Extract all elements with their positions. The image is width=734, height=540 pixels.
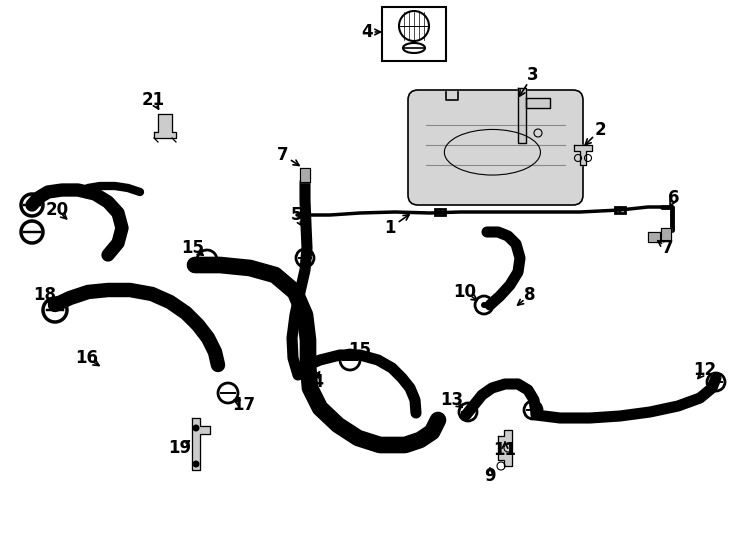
Text: 12: 12	[694, 361, 716, 379]
Polygon shape	[526, 98, 550, 108]
Text: 3: 3	[527, 66, 539, 84]
Circle shape	[192, 424, 200, 431]
Text: 6: 6	[668, 189, 680, 207]
Text: 20: 20	[46, 201, 68, 219]
Circle shape	[481, 302, 487, 308]
Bar	[615, 207, 625, 213]
Polygon shape	[192, 418, 210, 470]
FancyBboxPatch shape	[382, 7, 446, 61]
Text: 9: 9	[484, 467, 495, 485]
Text: 2: 2	[595, 121, 606, 139]
Polygon shape	[300, 168, 310, 182]
FancyBboxPatch shape	[408, 90, 583, 205]
Text: 17: 17	[233, 396, 255, 414]
Text: 8: 8	[524, 286, 536, 304]
Text: 14: 14	[302, 373, 324, 391]
Text: 21: 21	[142, 91, 164, 109]
Text: 13: 13	[440, 391, 464, 409]
Text: 4: 4	[361, 23, 373, 41]
Bar	[435, 209, 445, 215]
Polygon shape	[498, 430, 512, 466]
Polygon shape	[154, 114, 176, 138]
Text: 7: 7	[277, 146, 288, 164]
Polygon shape	[518, 88, 526, 143]
Text: 15: 15	[181, 239, 205, 257]
Polygon shape	[648, 232, 660, 242]
Text: 15: 15	[349, 341, 371, 359]
Text: 18: 18	[34, 286, 57, 304]
Polygon shape	[661, 228, 671, 240]
Text: 5: 5	[290, 206, 302, 224]
Text: 7: 7	[662, 239, 674, 257]
Text: 19: 19	[168, 439, 192, 457]
Text: 16: 16	[76, 349, 98, 367]
Polygon shape	[574, 145, 592, 165]
Text: 1: 1	[385, 219, 396, 237]
Text: 10: 10	[454, 283, 476, 301]
Text: 11: 11	[493, 441, 517, 459]
Circle shape	[192, 461, 200, 468]
